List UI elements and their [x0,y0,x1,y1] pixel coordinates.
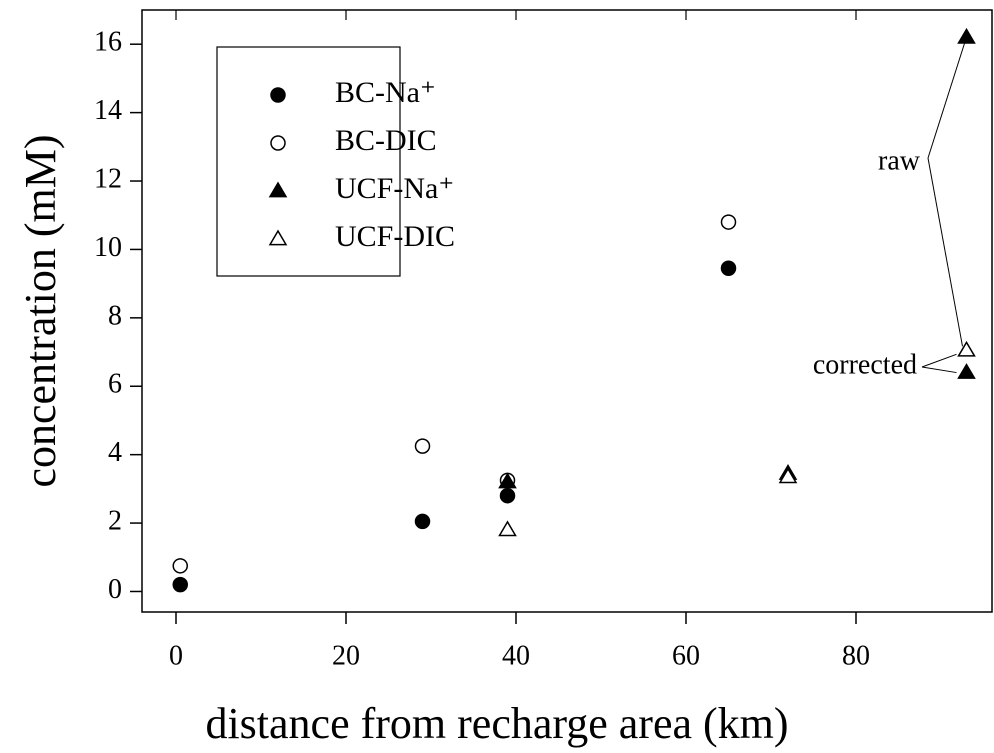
legend-label: UCF-DIC [335,220,455,253]
point [414,513,431,530]
legend-label: UCF-Na⁺ [335,172,454,205]
x-axis-label: distance from recharge area (km) [205,699,788,748]
x-tick-label: 0 [169,640,183,671]
plot-frame [141,9,993,613]
y-tick-label: 10 [94,232,122,263]
y-tick-label: 4 [108,437,122,468]
legend-marker [270,87,286,103]
x-tick-label: 60 [672,640,700,671]
legend-label: BC-Na⁺ [335,76,436,109]
point [414,438,431,454]
annotation-corrected: corrected [813,349,917,380]
y-tick-label: 16 [94,27,122,58]
annotation-line [921,353,957,368]
point [498,520,517,537]
x-tick-label: 80 [842,640,870,671]
point [957,27,976,44]
x-tick-label: 20 [332,640,360,671]
y-tick-label: 12 [94,163,122,194]
annotation-line [921,366,957,374]
annotation-raw: raw [878,145,921,176]
legend-marker [270,135,286,151]
legend-marker [268,181,288,198]
legend-label: BC-DIC [335,124,437,157]
point [172,558,188,574]
y-tick-label: 6 [108,369,122,400]
point [172,576,188,593]
legend-box [216,46,401,277]
point [498,472,517,489]
point [499,487,516,504]
point [957,363,976,379]
y-tick-label: 0 [108,574,122,605]
y-tick-label: 14 [94,95,122,126]
point [778,467,798,484]
point [957,340,976,357]
x-tick-label: 40 [502,640,530,671]
y-tick-label: 2 [108,505,122,536]
point [720,214,737,230]
annotation-line [927,43,965,159]
y-axis-label: concentration (mM) [16,134,65,487]
legend-marker [268,229,288,246]
point [720,260,737,276]
y-tick-label: 8 [108,300,122,331]
annotation-line [927,157,963,347]
